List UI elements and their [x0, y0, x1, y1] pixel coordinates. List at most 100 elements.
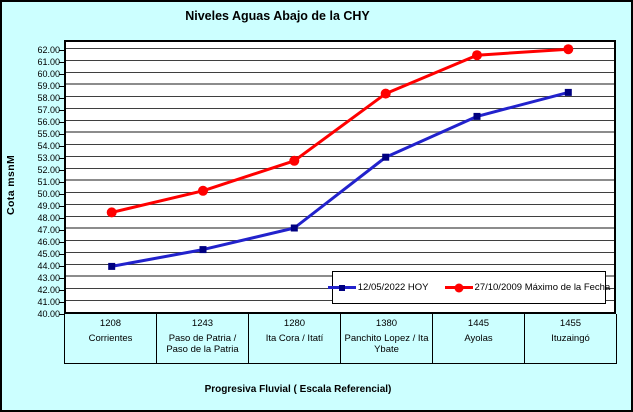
category-cell: 1280 Ita Cora / Itatí	[248, 314, 340, 363]
y-tick-mark	[59, 62, 64, 63]
y-tick-label: 60.00	[37, 68, 60, 79]
y-tick-mark	[59, 182, 64, 183]
y-tick-mark	[59, 122, 64, 123]
gridline	[66, 227, 614, 229]
y-tick-mark	[59, 50, 64, 51]
data-point-marker	[290, 224, 298, 232]
y-tick-mark	[59, 314, 64, 315]
y-tick-label: 50.00	[37, 188, 60, 199]
y-tick-mark	[59, 146, 64, 147]
y-tick-label: 40.00	[37, 308, 60, 319]
gridline	[66, 155, 614, 157]
gridline	[66, 83, 614, 85]
gridline	[66, 251, 614, 253]
data-point-marker	[380, 88, 391, 99]
data-point-marker	[564, 88, 572, 96]
y-tick-label: 58.00	[37, 92, 60, 103]
gridline	[66, 131, 614, 133]
y-tick-mark	[59, 290, 64, 291]
y-tick-mark	[59, 242, 64, 243]
gridline	[66, 215, 614, 217]
series-plot	[106, 44, 574, 270]
data-point-marker	[473, 112, 481, 120]
category-km: 1243	[191, 318, 214, 329]
legend-label: 27/10/2009 Máximo de la Fecha	[474, 282, 611, 293]
category-km: 1455	[559, 318, 582, 329]
legend-entry-0: 12/05/2022 HOY	[327, 282, 429, 293]
data-point-marker	[472, 50, 482, 61]
legend-square-marker-icon	[338, 284, 345, 291]
category-km: 1380	[375, 318, 398, 329]
category-name: Ituzaingó	[551, 333, 590, 344]
category-name: Ayolas	[464, 333, 493, 344]
gridline	[66, 239, 614, 241]
y-tick-label: 43.00	[37, 272, 60, 283]
data-point-marker	[289, 155, 300, 166]
y-tick-label: 48.00	[37, 212, 60, 223]
chart-title: Niveles Aguas Abajo de la CHY	[185, 9, 370, 23]
category-name: Panchito Lopez / Ita Ybate	[344, 333, 429, 355]
gridline	[66, 71, 614, 73]
x-axis-category-table: 1208 Corrientes 1243 Paso de Patria / Paso …	[64, 314, 617, 364]
y-tick-label: 53.00	[37, 152, 60, 163]
category-cell: 1380 Panchito Lopez / Ita Ybate	[340, 314, 432, 363]
category-name: Corrientes	[88, 333, 133, 344]
y-tick-label: 62.00	[37, 44, 60, 55]
y-tick-mark	[59, 266, 64, 267]
category-km: 1208	[99, 318, 122, 329]
category-km: 1445	[467, 318, 490, 329]
y-tick-mark	[59, 218, 64, 219]
y-tick-label: 56.00	[37, 116, 60, 127]
legend: 12/05/2022 HOY 27/10/2009 Máximo de la Fe…	[327, 271, 610, 304]
y-tick-label: 57.00	[37, 104, 60, 115]
category-name: Paso de Patria / Paso de la Patria	[166, 333, 239, 355]
y-tick-label: 54.00	[37, 140, 60, 151]
y-tick-mark	[59, 206, 64, 207]
category-cell: 1445 Ayolas	[432, 314, 524, 363]
data-point-marker	[199, 246, 207, 254]
data-point-marker	[563, 44, 574, 55]
y-axis-title: Cota msnM	[5, 154, 17, 216]
gridline	[66, 107, 614, 109]
y-tick-label: 59.00	[37, 80, 60, 91]
legend-line-sample	[444, 283, 473, 292]
y-tick-label: 45.00	[37, 248, 60, 259]
y-tick-label: 52.00	[37, 164, 60, 175]
y-tick-mark	[59, 158, 64, 159]
y-tick-label: 51.00	[37, 176, 60, 187]
category-km: 1280	[283, 318, 306, 329]
data-point-marker	[106, 207, 117, 218]
gridline	[66, 59, 614, 61]
series-line-1	[110, 47, 570, 214]
y-tick-mark	[59, 74, 64, 75]
y-tick-mark	[59, 194, 64, 195]
legend-entry-1: 27/10/2009 Máximo de la Fecha	[444, 282, 611, 293]
category-cell: 1208 Corrientes	[64, 314, 156, 363]
gridline	[66, 47, 614, 49]
y-tick-label: 44.00	[37, 260, 60, 271]
legend-label: 12/05/2022 HOY	[357, 282, 429, 293]
y-tick-label: 42.00	[37, 284, 60, 295]
y-tick-mark	[59, 254, 64, 255]
gridline	[66, 119, 614, 121]
series-line-0	[110, 90, 570, 268]
gridline	[66, 167, 614, 169]
y-tick-label: 47.00	[37, 224, 60, 235]
category-name: Ita Cora / Itatí	[265, 333, 324, 344]
y-tick-mark	[59, 134, 64, 135]
category-cell: 1455 Ituzaingó	[524, 314, 616, 363]
legend-line-sample	[327, 284, 356, 291]
gridline	[66, 263, 614, 265]
gridline	[66, 179, 614, 181]
y-tick-label: 49.00	[37, 200, 60, 211]
y-tick-label: 61.00	[37, 56, 60, 67]
y-tick-mark	[59, 230, 64, 231]
data-point-marker	[108, 262, 116, 270]
y-tick-mark	[59, 86, 64, 87]
y-tick-label: 55.00	[37, 128, 60, 139]
gridline	[66, 203, 614, 205]
data-point-marker	[198, 185, 208, 196]
y-tick-mark	[59, 302, 64, 303]
legend-circle-marker-icon	[454, 283, 464, 292]
gridline	[66, 143, 614, 145]
